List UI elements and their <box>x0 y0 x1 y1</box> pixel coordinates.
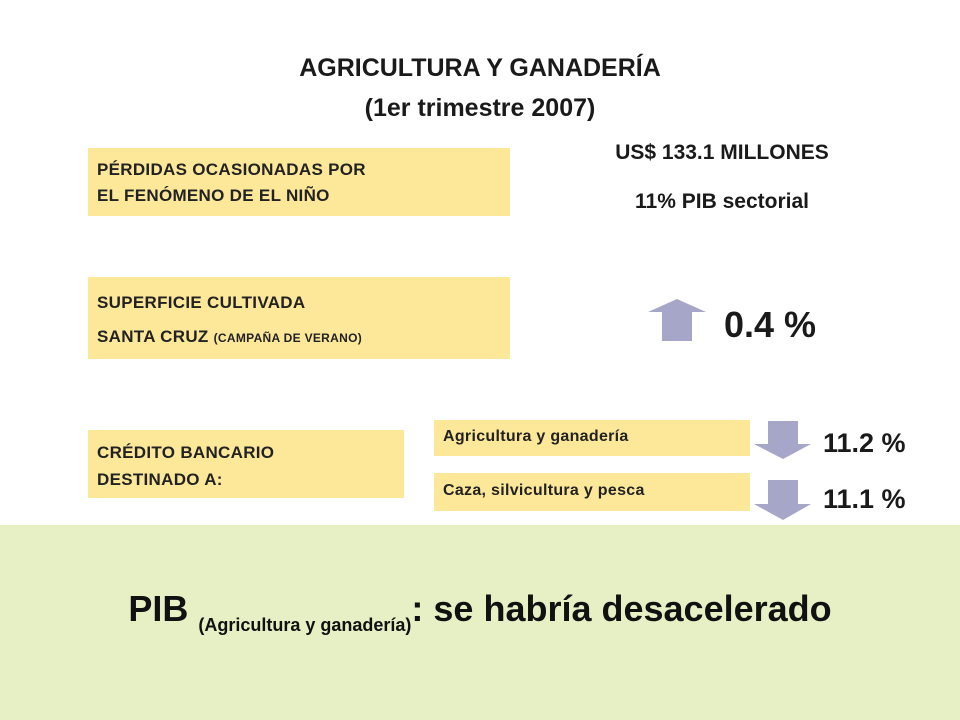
credito-label-line2: DESTINADO A: <box>97 470 223 489</box>
superficie-box: SUPERFICIE CULTIVADA SANTA CRUZ (CAMPAÑA… <box>88 277 510 359</box>
perdidas-label-line2: EL FENÓMENO DE EL NIÑO <box>97 186 330 205</box>
perdidas-box: PÉRDIDAS OCASIONADAS POR EL FENÓMENO DE … <box>88 148 510 216</box>
credito-item-change: 11.2 % <box>823 428 906 458</box>
superficie-label-line2: SANTA CRUZ (CAMPAÑA DE VERANO) <box>97 320 510 355</box>
credito-item-agricultura: Agricultura y ganadería <box>434 420 750 456</box>
conclusion-main: PIB <box>128 588 189 629</box>
credito-item-caza: Caza, silvicultura y pesca <box>434 473 750 511</box>
credito-item-change: 11.1 % <box>823 484 906 514</box>
conclusion-rest: : se habría desacelerado <box>411 588 832 629</box>
arrow-down-icon <box>754 421 811 459</box>
conclusion-text: PIB (Agricultura y ganadería): se habría… <box>0 588 960 635</box>
slide-title: AGRICULTURA Y GANADERÍA <box>299 54 661 82</box>
slide-subtitle: (1er trimestre 2007) <box>364 94 596 122</box>
superficie-change: 0.4 % <box>724 304 817 345</box>
superficie-label-sub: (CAMPAÑA DE VERANO) <box>213 331 363 345</box>
arrow-down-icon <box>754 480 811 520</box>
credito-label-line1: CRÉDITO BANCARIO <box>97 443 275 462</box>
superficie-label-main: SANTA CRUZ <box>97 327 209 346</box>
perdidas-amount: US$ 133.1 MILLONES <box>615 141 829 164</box>
perdidas-label-line1: PÉRDIDAS OCASIONADAS POR <box>97 160 366 179</box>
credito-item-label: Agricultura y ganadería <box>443 428 629 445</box>
credito-item-label: Caza, silvicultura y pesca <box>443 482 645 499</box>
conclusion-sub: (Agricultura y ganadería) <box>198 615 412 635</box>
credito-box: CRÉDITO BANCARIO DESTINADO A: <box>88 430 404 498</box>
conclusion-band <box>0 525 960 720</box>
arrow-up-icon <box>648 299 706 341</box>
superficie-label-line1: SUPERFICIE CULTIVADA <box>97 293 306 312</box>
perdidas-pib-share: 11% PIB sectorial <box>635 190 809 213</box>
